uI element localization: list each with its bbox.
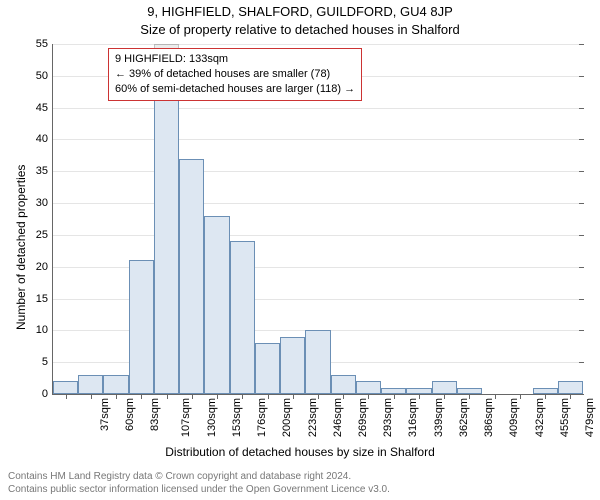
histogram-bar: [154, 69, 179, 394]
y-tick-mark: [579, 362, 584, 363]
y-tick-label: 25: [36, 229, 53, 241]
footer-line1: Contains HM Land Registry data © Crown c…: [8, 471, 592, 484]
x-tick-mark: [469, 394, 470, 399]
gridline: [53, 44, 583, 45]
x-tick-label: 316sqm: [408, 398, 420, 437]
attribution-footer: Contains HM Land Registry data © Crown c…: [8, 471, 592, 496]
y-tick-label: 15: [36, 293, 53, 305]
x-tick-mark: [343, 394, 344, 399]
x-tick-label: 246sqm: [332, 398, 344, 437]
histogram-bar: [103, 375, 128, 394]
y-tick-label: 20: [36, 261, 53, 273]
chart-supertitle: 9, HIGHFIELD, SHALFORD, GUILDFORD, GU4 8…: [0, 4, 600, 19]
x-tick-label: 200sqm: [281, 398, 293, 437]
footer-line2: Contains public sector information licen…: [8, 484, 592, 497]
x-tick-label: 60sqm: [124, 398, 136, 431]
x-tick-mark: [545, 394, 546, 399]
x-tick-mark: [419, 394, 420, 399]
histogram-bar: [53, 381, 78, 394]
y-tick-label: 40: [36, 133, 53, 145]
x-tick-label: 362sqm: [458, 398, 470, 437]
y-tick-mark: [579, 76, 584, 77]
y-tick-label: 10: [36, 324, 53, 336]
gridline: [53, 139, 583, 140]
x-tick-label: 479sqm: [584, 398, 596, 437]
y-axis-label: Number of detached properties: [14, 165, 28, 330]
gridline: [53, 203, 583, 204]
histogram-bar: [204, 216, 229, 394]
x-tick-mark: [91, 394, 92, 399]
x-tick-mark: [268, 394, 269, 399]
x-tick-label: 339sqm: [433, 398, 445, 437]
x-tick-label: 176sqm: [256, 398, 268, 437]
y-tick-label: 30: [36, 197, 53, 209]
x-tick-mark: [167, 394, 168, 399]
x-tick-label: 432sqm: [534, 398, 546, 437]
x-tick-mark: [394, 394, 395, 399]
y-tick-label: 45: [36, 102, 53, 114]
y-tick-mark: [579, 203, 584, 204]
x-tick-mark: [66, 394, 67, 399]
x-tick-mark: [318, 394, 319, 399]
y-tick-mark: [579, 299, 584, 300]
x-tick-mark: [368, 394, 369, 399]
y-tick-mark: [579, 267, 584, 268]
x-tick-label: 130sqm: [206, 398, 218, 437]
highlight-callout: 9 HIGHFIELD: 133sqm ← 39% of detached ho…: [108, 48, 362, 101]
histogram-bar: [255, 343, 280, 394]
y-tick-label: 50: [36, 70, 53, 82]
histogram-bar: [230, 241, 255, 394]
histogram-bar: [331, 375, 356, 394]
x-tick-mark: [192, 394, 193, 399]
histogram-bar: [280, 337, 305, 394]
x-tick-mark: [570, 394, 571, 399]
callout-line1: 9 HIGHFIELD: 133sqm: [115, 52, 355, 67]
y-tick-mark: [579, 108, 584, 109]
y-tick-label: 0: [42, 388, 53, 400]
x-tick-mark: [444, 394, 445, 399]
gridline: [53, 235, 583, 236]
x-tick-mark: [141, 394, 142, 399]
chart-title: Size of property relative to detached ho…: [0, 22, 600, 37]
y-tick-mark: [579, 171, 584, 172]
histogram-bar: [305, 330, 330, 394]
y-tick-mark: [579, 394, 584, 395]
histogram-bar: [78, 375, 103, 394]
x-tick-label: 269sqm: [357, 398, 369, 437]
gridline: [53, 108, 583, 109]
y-tick-mark: [579, 139, 584, 140]
y-tick-mark: [579, 330, 584, 331]
x-tick-mark: [520, 394, 521, 399]
x-tick-label: 223sqm: [307, 398, 319, 437]
property-size-chart: 9, HIGHFIELD, SHALFORD, GUILDFORD, GU4 8…: [0, 0, 600, 500]
x-tick-label: 455sqm: [559, 398, 571, 437]
x-tick-label: 386sqm: [483, 398, 495, 437]
x-tick-mark: [242, 394, 243, 399]
x-tick-label: 153sqm: [231, 398, 243, 437]
histogram-bar: [356, 381, 381, 394]
y-tick-label: 35: [36, 165, 53, 177]
x-tick-mark: [495, 394, 496, 399]
x-axis-label: Distribution of detached houses by size …: [0, 445, 600, 459]
x-tick-label: 83sqm: [149, 398, 161, 431]
callout-line2: ← 39% of detached houses are smaller (78…: [115, 67, 355, 82]
gridline: [53, 171, 583, 172]
x-tick-mark: [116, 394, 117, 399]
y-tick-mark: [579, 44, 584, 45]
x-tick-mark: [217, 394, 218, 399]
histogram-bar: [432, 381, 457, 394]
callout-line3: 60% of semi-detached houses are larger (…: [115, 82, 355, 97]
histogram-bar: [179, 159, 204, 394]
y-tick-label: 55: [36, 38, 53, 50]
y-tick-mark: [579, 235, 584, 236]
x-tick-label: 409sqm: [509, 398, 521, 437]
x-tick-mark: [293, 394, 294, 399]
x-tick-label: 37sqm: [99, 398, 111, 431]
x-tick-label: 293sqm: [382, 398, 394, 437]
histogram-bar: [129, 260, 154, 394]
histogram-bar: [558, 381, 583, 394]
y-tick-label: 5: [42, 356, 53, 368]
x-tick-label: 107sqm: [180, 398, 192, 437]
